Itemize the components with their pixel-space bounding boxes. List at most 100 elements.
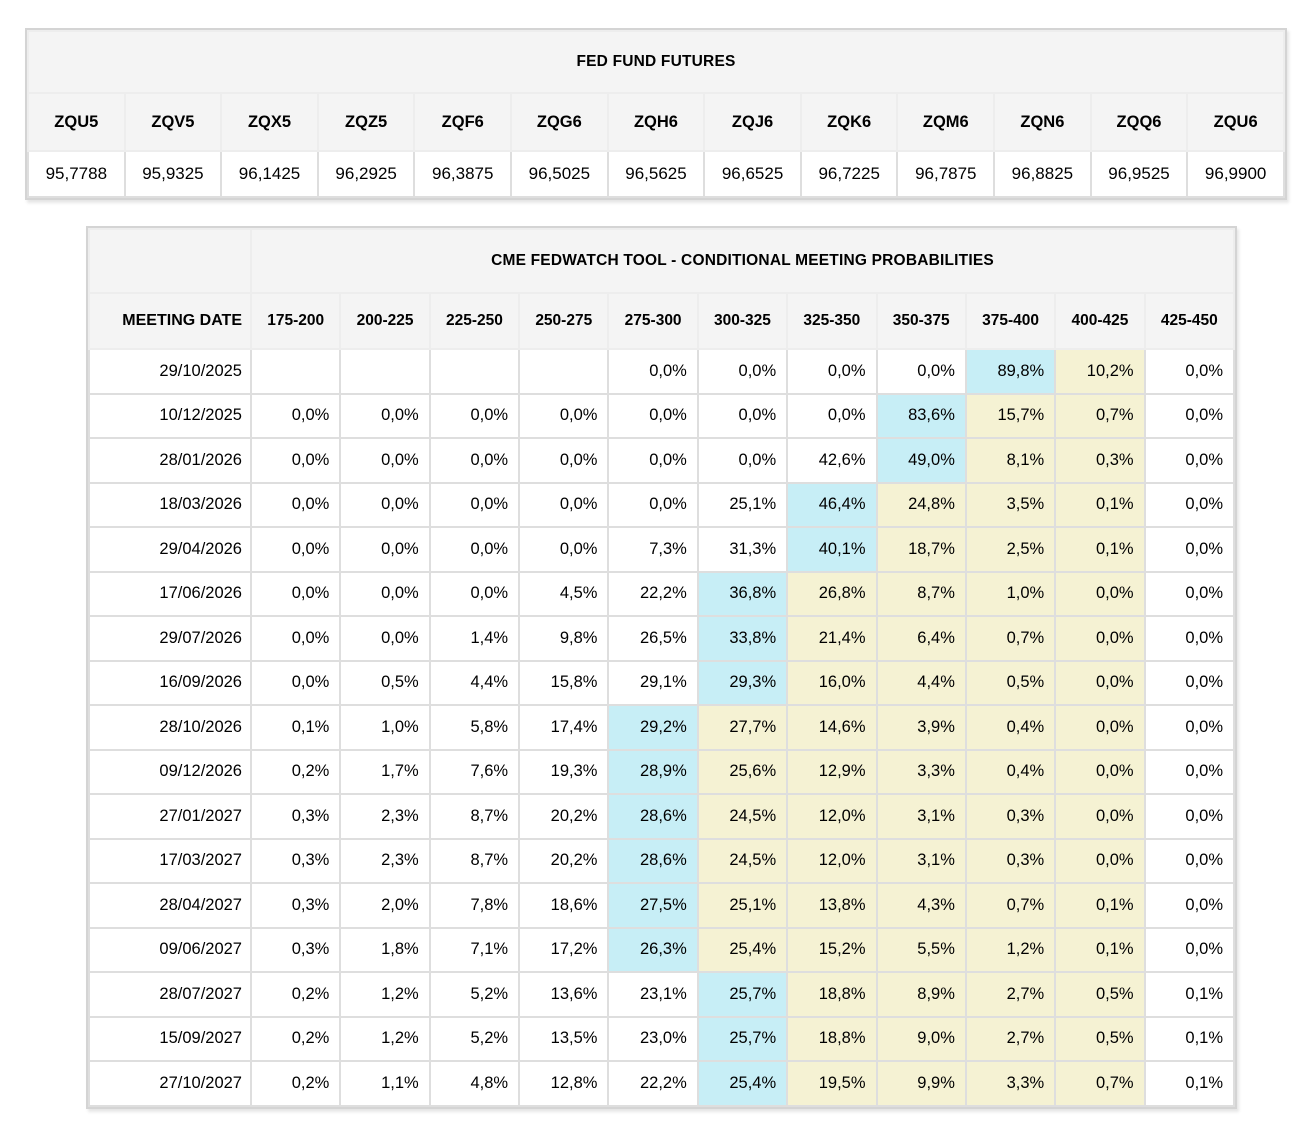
probability-cell: 1,4% [428, 615, 521, 662]
probability-cell: 0,0% [607, 481, 699, 528]
probability-cell: 1,7% [339, 748, 431, 795]
probability-cell: 0,2% [249, 971, 342, 1018]
fedwatch-body: 29/10/2025 0,0% 0,0% 0,0% 0,0% 89,8% 10,2% 0,0%… [88, 348, 1236, 1107]
probability-cell: 0,0% [696, 348, 789, 395]
probability-cell: 49,0% [875, 437, 967, 484]
probability-cell: 0,0% [339, 437, 431, 484]
probability-cell: 3,3% [875, 748, 967, 795]
probability-cell: 0,0% [339, 570, 431, 617]
futures-contract-header: ZQK6 [799, 92, 899, 152]
meeting-date-cell: 10/12/2025 [88, 392, 252, 439]
fedwatch-data-row: 17/06/2026 0,0% 0,0% 0,0% 4,5% 22,2% 36,8% 26,8… [88, 570, 1236, 617]
probability-cell: 0,0% [1143, 837, 1236, 884]
probability-cell: 1,8% [339, 926, 431, 973]
probability-cell: 2,7% [964, 1015, 1057, 1062]
futures-contract-header: ZQM6 [896, 92, 996, 152]
probability-cell: 6,4% [875, 615, 967, 662]
probability-cell: 0,0% [1054, 837, 1146, 884]
probability-cell: 7,1% [428, 926, 521, 973]
probability-cell: 0,0% [249, 526, 342, 573]
probability-cell: 28,9% [607, 748, 699, 795]
probability-cell: 24,8% [875, 481, 967, 528]
probability-cell: 0,0% [607, 437, 699, 484]
probability-cell: 0,0% [696, 392, 789, 439]
probability-cell: 18,7% [875, 526, 967, 573]
probability-cell: 0,3% [1054, 437, 1146, 484]
meeting-date-cell: 16/09/2026 [88, 659, 252, 706]
probability-cell: 0,5% [964, 659, 1057, 706]
meeting-date-cell: 28/07/2027 [88, 971, 252, 1018]
probability-cell: 7,8% [428, 882, 521, 929]
probability-cell: 0,5% [1054, 971, 1146, 1018]
probability-cell: 89,8% [964, 348, 1057, 395]
probability-cell: 0,1% [1054, 526, 1146, 573]
probability-cell: 0,0% [1143, 615, 1236, 662]
probability-cell: 0,3% [249, 837, 342, 884]
probability-cell: 0,0% [249, 570, 342, 617]
probability-cell: 0,1% [1054, 926, 1146, 973]
probability-cell: 9,0% [875, 1015, 967, 1062]
probability-cell: 31,3% [696, 526, 789, 573]
probability-cell: 18,8% [786, 971, 878, 1018]
probability-cell: 20,2% [518, 837, 610, 884]
probability-cell: 8,7% [428, 837, 521, 884]
probability-cell: 5,2% [428, 971, 521, 1018]
probability-cell: 0,0% [518, 392, 610, 439]
probability-cell: 0,2% [249, 1015, 342, 1062]
fedwatch-data-row: 15/09/2027 0,2% 1,2% 5,2% 13,5% 23,0% 25,7% 18,… [88, 1015, 1236, 1062]
probability-cell: 17,4% [518, 704, 610, 751]
futures-table-title: FED FUND FUTURES [27, 30, 1285, 94]
probability-cell: 1,2% [339, 971, 431, 1018]
probability-cell: 19,5% [786, 1060, 878, 1107]
probability-cell: 2,7% [964, 971, 1057, 1018]
probability-cell: 0,1% [1143, 1060, 1236, 1107]
probability-cell: 0,4% [964, 748, 1057, 795]
futures-contract-header: ZQG6 [510, 92, 609, 152]
probability-cell: 0,3% [964, 837, 1057, 884]
rate-range-header: 350-375 [875, 292, 967, 350]
probability-cell: 5,5% [875, 926, 967, 973]
futures-price-cell: 96,3875 [413, 150, 513, 198]
probability-cell: 0,3% [249, 926, 342, 973]
probability-cell: 0,1% [1054, 481, 1146, 528]
probability-cell: 0,5% [339, 659, 431, 706]
probability-cell: 28,6% [607, 793, 699, 840]
fedwatch-data-row: 28/01/2026 0,0% 0,0% 0,0% 0,0% 0,0% 0,0% 42,6% 4… [88, 437, 1236, 484]
probability-cell: 4,8% [428, 1060, 521, 1107]
futures-price-cell: 96,8825 [993, 150, 1092, 198]
probability-cell: 0,0% [1054, 570, 1146, 617]
probability-cell: 0,0% [607, 348, 699, 395]
probability-cell: 26,3% [607, 926, 699, 973]
futures-price-cell: 96,9900 [1186, 150, 1285, 198]
fedwatch-data-row: 18/03/2026 0,0% 0,0% 0,0% 0,0% 0,0% 25,1% 46,4%… [88, 481, 1236, 528]
probability-cell: 0,7% [964, 615, 1057, 662]
meeting-date-cell: 28/04/2027 [88, 882, 252, 929]
probability-cell: 13,5% [518, 1015, 610, 1062]
probability-cell: 0,3% [249, 882, 342, 929]
probability-cell: 26,5% [607, 615, 699, 662]
probability-cell: 33,8% [696, 615, 789, 662]
meeting-date-cell: 17/06/2026 [88, 570, 252, 617]
probability-cell: 0,1% [1054, 882, 1146, 929]
probability-cell: 4,4% [875, 659, 967, 706]
probability-cell: 42,6% [786, 437, 878, 484]
probability-cell: 0,1% [1143, 1015, 1236, 1062]
futures-price-cell: 96,7875 [896, 150, 996, 198]
probability-cell: 0,0% [249, 392, 342, 439]
fedwatch-data-row: 17/03/2027 0,3% 2,3% 8,7% 20,2% 28,6% 24,5% 12,… [88, 837, 1236, 884]
futures-price-cell: 95,9325 [123, 150, 223, 198]
probability-cell: 1,2% [339, 1015, 431, 1062]
meeting-date-cell: 27/01/2027 [88, 793, 252, 840]
probability-cell: 3,3% [964, 1060, 1057, 1107]
probability-cell: 29,2% [607, 704, 699, 751]
rate-range-header: 250-275 [518, 292, 610, 350]
fedwatch-data-row: 29/07/2026 0,0% 0,0% 1,4% 9,8% 26,5% 33,8% 21,4… [88, 615, 1236, 662]
probability-cell: 3,9% [875, 704, 967, 751]
futures-price-cell: 96,5625 [606, 150, 706, 198]
probability-cell: 16,0% [786, 659, 878, 706]
probability-cell: 0,0% [786, 348, 878, 395]
probability-cell: 0,2% [249, 748, 342, 795]
probability-cell: 0,0% [696, 437, 789, 484]
meeting-date-cell: 28/01/2026 [88, 437, 252, 484]
futures-price-cell: 96,9525 [1089, 150, 1189, 198]
